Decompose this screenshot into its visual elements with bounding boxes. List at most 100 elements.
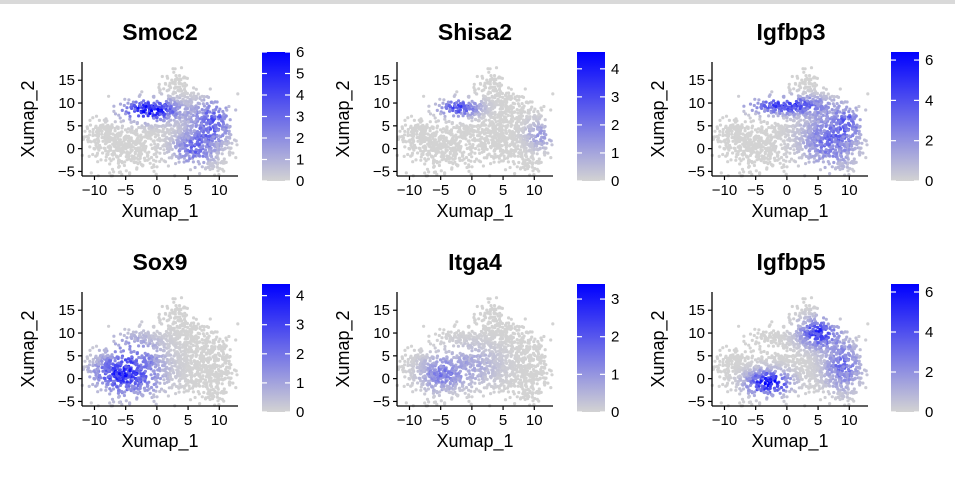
cell-point xyxy=(403,139,407,143)
cell-point xyxy=(467,158,471,162)
cell-point xyxy=(470,155,474,159)
cell-point xyxy=(757,157,761,161)
cell-point xyxy=(89,171,93,175)
cell-point xyxy=(398,135,402,139)
cell-point xyxy=(498,111,502,115)
cell-point xyxy=(108,171,112,175)
cell-point xyxy=(209,155,214,159)
cell-point xyxy=(123,97,127,101)
y-tick-label: 0 xyxy=(382,141,390,158)
cell-point xyxy=(839,100,843,104)
cell-point xyxy=(507,94,511,98)
cell-point xyxy=(733,119,738,123)
cell-point xyxy=(500,76,504,80)
cell-point xyxy=(164,82,168,86)
cell-point xyxy=(827,153,831,158)
cell-point xyxy=(726,137,730,141)
cell-point xyxy=(127,127,131,131)
cell-point xyxy=(403,145,407,149)
cell-point xyxy=(135,122,139,126)
cell-point xyxy=(852,112,856,116)
cell-point xyxy=(209,100,213,104)
cell-point xyxy=(545,141,549,145)
cell-point xyxy=(793,132,797,136)
cell-point xyxy=(146,136,150,140)
cell-point xyxy=(122,103,126,108)
cell-point xyxy=(128,114,132,119)
cell-point xyxy=(182,119,186,123)
cell-point xyxy=(722,146,726,151)
cell-point xyxy=(521,130,525,134)
cell-point xyxy=(716,136,721,140)
cell-point xyxy=(174,154,178,158)
cell-point xyxy=(497,87,502,91)
cell-point xyxy=(782,169,786,173)
cell-point xyxy=(178,112,182,117)
cell-point xyxy=(142,135,147,139)
cell-point xyxy=(512,153,516,158)
cell-point xyxy=(724,124,728,128)
cell-point xyxy=(176,88,180,92)
cell-point xyxy=(214,125,218,129)
cell-point xyxy=(204,166,208,170)
cell-point xyxy=(785,119,789,123)
cell-point xyxy=(184,99,188,103)
cell-point xyxy=(845,100,849,104)
cell-point xyxy=(95,145,99,149)
cell-point xyxy=(754,155,758,159)
cell-point xyxy=(742,109,746,113)
cell-point xyxy=(214,161,218,165)
cell-point xyxy=(446,145,450,149)
cell-point xyxy=(853,115,857,119)
cell-point xyxy=(820,91,824,95)
colorbar-tick-label: 1 xyxy=(611,145,619,162)
cell-point xyxy=(527,111,531,115)
cell-point xyxy=(117,170,121,174)
cell-point xyxy=(468,132,472,136)
cell-point xyxy=(797,137,801,141)
cell-point xyxy=(846,169,850,173)
cell-point xyxy=(831,102,835,106)
cell-point xyxy=(726,141,730,145)
cell-point xyxy=(544,133,548,137)
cell-point xyxy=(718,145,722,149)
cell-point xyxy=(841,162,845,166)
y-tick-label: 10 xyxy=(373,95,390,112)
cell-point xyxy=(785,155,789,159)
cell-point xyxy=(91,116,95,120)
cell-point xyxy=(814,83,819,87)
cell-point xyxy=(156,133,160,137)
cell-point xyxy=(195,115,199,119)
cell-point xyxy=(471,144,475,148)
cell-point xyxy=(816,103,820,107)
cell-point xyxy=(823,120,827,124)
cell-point xyxy=(184,122,188,126)
cell-point xyxy=(802,70,806,74)
cell-point xyxy=(461,136,465,140)
cell-point xyxy=(803,131,807,135)
cell-point xyxy=(134,129,138,133)
cell-point xyxy=(120,126,124,130)
cell-point xyxy=(757,127,761,131)
y-tick-label: 0 xyxy=(67,141,75,158)
cell-point xyxy=(106,123,110,127)
cell-point xyxy=(138,147,143,151)
cell-point xyxy=(147,133,152,137)
cell-point xyxy=(529,161,533,165)
panel-title: Shisa2 xyxy=(438,19,512,45)
cell-point xyxy=(504,126,508,130)
cell-point xyxy=(722,139,726,143)
cell-point xyxy=(129,130,133,134)
cell-point xyxy=(214,107,218,111)
cell-point xyxy=(99,158,103,162)
cell-point xyxy=(513,149,518,153)
cell-point xyxy=(462,157,466,161)
cell-point xyxy=(119,132,123,136)
cell-point xyxy=(501,136,505,140)
cell-point xyxy=(504,112,508,116)
cell-point xyxy=(212,111,216,115)
cell-point xyxy=(792,143,796,147)
cell-point xyxy=(180,127,184,131)
cell-point xyxy=(801,153,805,157)
cell-point xyxy=(445,125,449,129)
